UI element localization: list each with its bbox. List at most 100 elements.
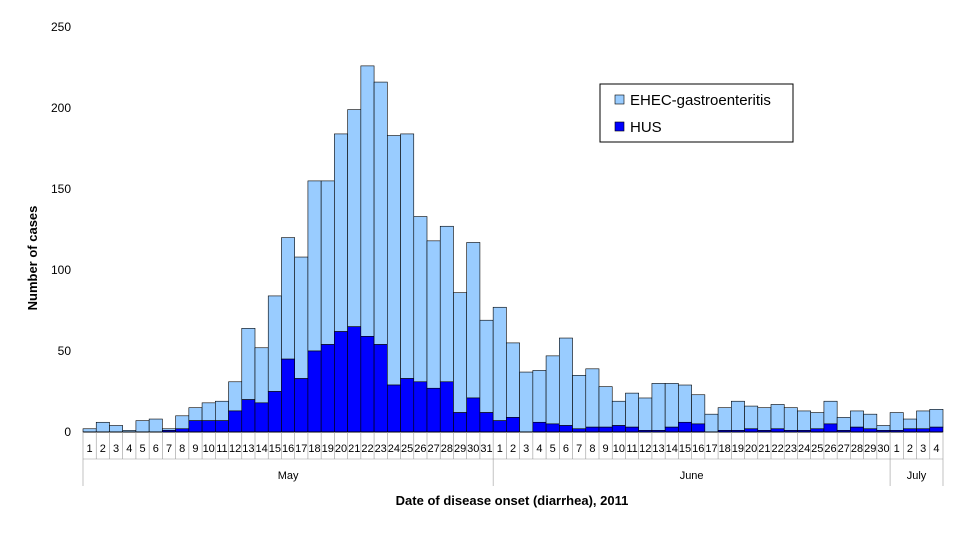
- x-axis: 1 2 3 4 5 6 7 8 9 10 11 12 13 14 15 16 17 18 19 20 21 22 23 24 2…: [82, 431, 944, 486]
- bar-hus: [850, 426, 864, 433]
- bar-ehec-gastroenteritis: [876, 425, 891, 431]
- x-tick-label: 16: [282, 443, 294, 455]
- bar-hus: [678, 421, 692, 433]
- bar-ehec-gastroenteritis: [651, 383, 666, 431]
- bar-ehec-gastroenteritis: [201, 402, 216, 421]
- x-tick-label: 25: [401, 443, 413, 455]
- bar-ehec-gastroenteritis: [691, 394, 706, 425]
- bar-hus: [334, 331, 348, 433]
- bar-hus: [545, 423, 560, 433]
- bar-ehec-gastroenteritis: [466, 242, 481, 399]
- month-label: May: [278, 470, 299, 482]
- x-tick-label: 1: [87, 443, 93, 455]
- x-tick-label: 15: [679, 443, 691, 455]
- bar-hus: [532, 421, 547, 433]
- month-label: June: [680, 470, 704, 482]
- x-tick-label: 30: [467, 443, 479, 455]
- bar-ehec-gastroenteritis: [836, 417, 851, 431]
- x-tick-label: 8: [179, 443, 185, 455]
- bar-hus: [691, 423, 706, 433]
- bar-ehec-gastroenteritis: [770, 404, 785, 430]
- x-tick-label: 20: [745, 443, 757, 455]
- bar-hus: [387, 384, 401, 433]
- bar-ehec-gastroenteritis: [294, 256, 309, 379]
- bar-ehec-gastroenteritis: [572, 374, 587, 430]
- bar-hus: [188, 420, 203, 433]
- bar-ehec-gastroenteritis: [744, 405, 759, 430]
- bar-hus: [294, 378, 309, 433]
- x-tick-label: 27: [838, 443, 850, 455]
- bar-hus: [664, 426, 679, 433]
- x-tick-label: 2: [907, 443, 913, 455]
- x-tick-label: 13: [242, 443, 254, 455]
- bar-ehec-gastroenteritis: [267, 295, 282, 392]
- bar-ehec-gastroenteritis: [850, 410, 864, 428]
- bar-ehec-gastroenteritis: [479, 319, 494, 413]
- x-tick-label: 26: [824, 443, 836, 455]
- bar-ehec-gastroenteritis: [426, 240, 441, 389]
- x-tick-label: 21: [758, 443, 770, 455]
- bar-ehec-gastroenteritis: [625, 392, 639, 428]
- x-axis-title: Date of disease onset (diarrhea), 2011: [396, 493, 629, 508]
- x-tick-label: 17: [705, 443, 717, 455]
- bar-ehec-gastroenteritis: [413, 216, 428, 383]
- bar-hus: [929, 426, 944, 433]
- x-tick-label: 22: [771, 443, 783, 455]
- y-tick-label: 0: [64, 425, 71, 439]
- x-tick-label: 12: [639, 443, 651, 455]
- bar-ehec-gastroenteritis: [334, 133, 348, 332]
- x-tick-label: 26: [414, 443, 426, 455]
- bar-ehec-gastroenteritis: [519, 371, 534, 433]
- bar-hus: [611, 425, 626, 433]
- x-tick-label: 24: [798, 443, 810, 455]
- x-tick-label: 1: [894, 443, 900, 455]
- x-tick-label: 14: [255, 443, 267, 455]
- x-tick-label: 29: [864, 443, 876, 455]
- bar-ehec-gastroenteritis: [175, 415, 190, 430]
- bar-ehec-gastroenteritis: [929, 409, 944, 428]
- x-tick-label: 6: [563, 443, 569, 455]
- x-tick-label: 31: [480, 443, 492, 455]
- bar-ehec-gastroenteritis: [611, 400, 626, 426]
- x-tick-label: 15: [269, 443, 281, 455]
- legend-label-hus: HUS: [630, 119, 662, 136]
- bar-hus: [254, 402, 269, 433]
- bar-ehec-gastroenteritis: [492, 306, 507, 421]
- bar-hus: [559, 425, 573, 433]
- x-tick-label: 16: [692, 443, 704, 455]
- x-tick-label: 2: [100, 443, 106, 455]
- x-tick-label: 3: [523, 443, 529, 455]
- x-tick-label: 11: [626, 443, 637, 455]
- bar-hus: [439, 381, 454, 433]
- bar-ehec-gastroenteritis: [532, 370, 547, 423]
- bar-hus: [320, 344, 335, 433]
- x-tick-label: 30: [877, 443, 889, 455]
- bar-hus: [625, 426, 639, 433]
- bar-hus: [241, 399, 256, 433]
- x-tick-label: 19: [732, 443, 744, 455]
- bar-ehec-gastroenteritis: [148, 418, 163, 433]
- x-tick-label: 3: [113, 443, 119, 455]
- x-tick-label: 11: [216, 443, 227, 455]
- legend-swatch-ehec-gastroenteritis: [614, 94, 625, 105]
- bar-ehec-gastroenteritis: [373, 81, 388, 345]
- bar-ehec-gastroenteritis: [823, 400, 838, 425]
- bar-hus: [373, 344, 388, 433]
- bar-ehec-gastroenteritis: [506, 342, 520, 418]
- bar-ehec-gastroenteritis: [241, 328, 256, 400]
- bar-hus: [823, 423, 838, 433]
- bar-hus: [585, 426, 600, 433]
- bar-ehec-gastroenteritis: [678, 384, 692, 423]
- bar-ehec-gastroenteritis: [387, 135, 401, 386]
- bar-hus: [347, 326, 362, 433]
- bar-series: [82, 65, 944, 433]
- x-tick-label: 10: [203, 443, 215, 455]
- bar-ehec-gastroenteritis: [810, 412, 825, 430]
- y-axis-tick-labels: 0 50 100 150 200 250: [51, 20, 71, 439]
- x-tick-label: 7: [576, 443, 582, 455]
- bar-ehec-gastroenteritis: [188, 407, 203, 421]
- bar-ehec-gastroenteritis: [360, 65, 375, 337]
- x-tick-label: 18: [719, 443, 731, 455]
- bar-ehec-gastroenteritis: [400, 133, 415, 379]
